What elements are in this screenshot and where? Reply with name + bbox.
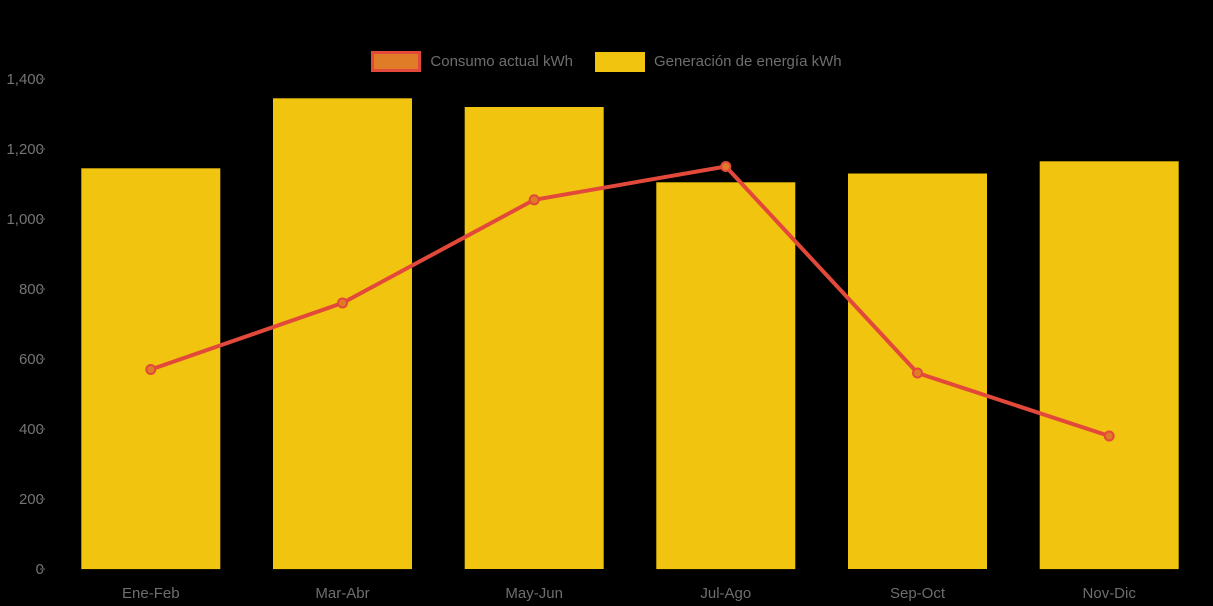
line-point-may-jun[interactable] [528,194,540,206]
bar-mar-abr[interactable] [273,98,412,570]
line-point-mar-abr[interactable] [337,297,348,309]
legend-swatch-consumo-icon [371,51,422,72]
y-tick-label-400: 400 [19,421,44,438]
x-axis-label-jul-ago: Jul-Ago [700,585,751,602]
line-point-nov-dic[interactable] [1103,430,1115,442]
y-axis-labels: 0 200 400 600 800 1,000 1,200 1,400 [6,71,45,578]
y-tick-label-0: 0 [36,561,44,578]
line-point-sep-oct[interactable] [912,367,923,379]
legend-label-generacion: Generación de energía kWh [653,53,842,70]
bar-nov-dic[interactable] [1039,161,1179,570]
bar-may-jun[interactable] [464,107,604,569]
x-axis-label-mar-abr: Mar-Abr [315,585,369,602]
x-axis-label-ene-feb: Ene-Feb [122,585,180,602]
x-axis-label-sep-oct: Sep-Oct [890,585,946,602]
legend-swatch-generacion-icon [594,51,645,72]
x-axis-labels: Ene-Feb Mar-Abr May-Jun Jul-Ago Sep-Oct Nov-D… [122,585,1136,602]
line-group [145,161,1115,442]
y-tick-label-600: 600 [19,351,44,368]
x-axis-label-nov-dic: Nov-Dic [1083,585,1137,602]
chart-legend: Consumo actual kWh Generación de energía… [0,51,1213,72]
bars-group [81,98,1179,570]
consumo-line [148,164,1112,438]
line-point-ene-feb[interactable] [145,364,157,375]
legend-item-generacion[interactable]: Generación de energía kWh [594,51,842,72]
legend-label-consumo: Consumo actual kWh [430,53,573,70]
y-tick-label-1400: 1,400 [6,71,44,88]
y-tick-label-200: 200 [19,491,44,508]
bar-jul-ago[interactable] [656,182,796,570]
line-point-jul-ago[interactable] [720,161,732,172]
y-tick-label-800: 800 [19,281,44,298]
legend-item-consumo[interactable]: Consumo actual kWh [371,51,573,72]
y-tick-label-1200: 1,200 [6,141,44,158]
x-axis-label-may-jun: May-Jun [505,585,563,602]
y-tick-label-1000: 1,000 [6,211,44,228]
